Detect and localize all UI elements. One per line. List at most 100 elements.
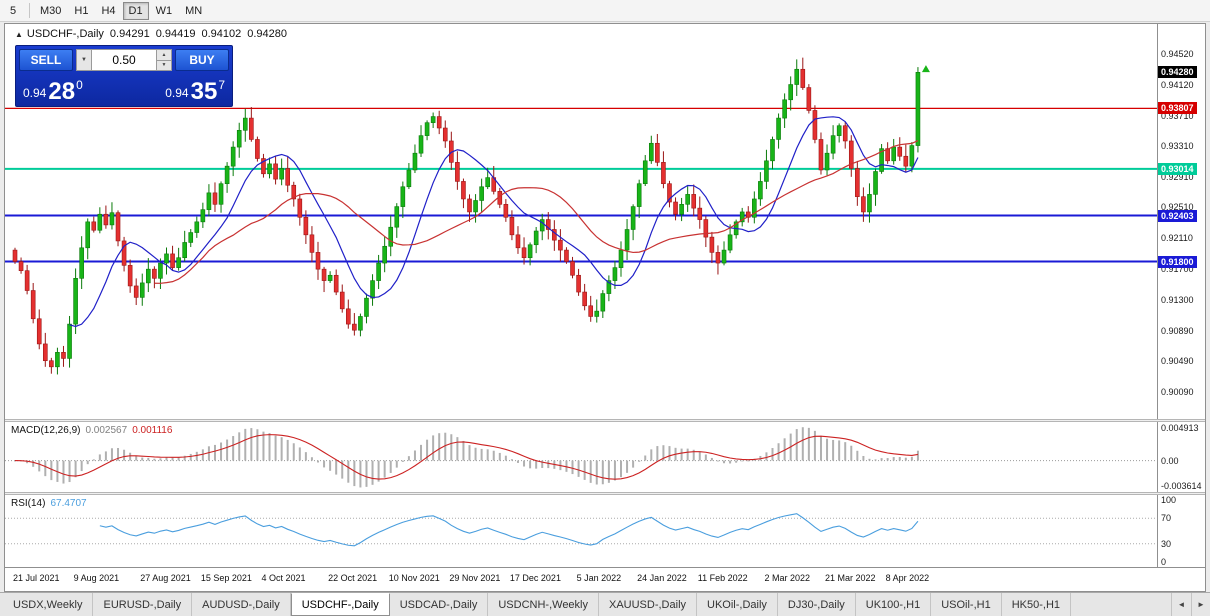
price-axis[interactable]: 0.94520 0.94120 0.93710 0.93310 0.92910 0.925… [1157,24,1205,419]
pane-splitter[interactable] [5,492,1205,495]
chart-tab-xauusd-daily[interactable]: XAUUSD-,Daily [599,593,698,616]
volume-input[interactable]: 0.50 [91,49,157,71]
time-axis-label: 22 Oct 2021 [328,573,378,583]
macd-histogram-bar [529,460,532,469]
bid-price-big: 28 [48,78,76,105]
macd-histogram-bar [298,447,301,461]
macd-histogram-bar [213,444,216,461]
chart-tab-dj30-daily[interactable]: DJ30-,Daily [777,593,856,616]
candle [509,216,515,236]
macd-histogram-bar [26,460,29,464]
time-axis[interactable]: 21 Jul 2021 9 Aug 2021 27 Aug 2021 15 Sep 2… [5,567,1205,591]
timeframe-button-w1[interactable]: W1 [155,4,173,17]
candle [418,135,424,154]
tab-scroll-left-button[interactable]: ◄ [1172,593,1191,616]
pane-splitter[interactable] [5,419,1205,422]
timeframe-button-h4[interactable]: H4 [101,4,116,17]
candle [394,206,400,228]
timeframe-button-d1[interactable]: D1 [122,1,149,20]
candle [61,352,66,359]
time-axis-label: 17 Dec 2021 [509,573,561,583]
macd-histogram-bar [153,458,156,461]
price-badge: 0.92403 [1158,209,1197,222]
macd-histogram-bar [183,455,186,461]
candle [539,219,545,232]
chart-tabs: USDX,Weekly EURUSD-,Daily AUDUSD-,Daily USD… [0,593,1171,616]
tab-scroll-buttons: ◄ ► [1171,593,1210,616]
macd-histogram-bar [353,460,356,487]
macd-histogram-bar [292,443,295,461]
chart-tab-usdx-weekly[interactable]: USDX,Weekly [3,593,94,616]
timeframe-toolbar: 5 M30 H1 H4 D1 W1 MN [0,0,1210,22]
candle [782,99,787,119]
chart-symbol-period: USDCHF-,Daily [26,28,104,40]
macd-histogram-bar [395,460,398,468]
volume-control: ▼ 0.50 ▲ ▼ [76,49,172,71]
candlestick-plot[interactable] [5,24,1157,419]
candle [794,68,800,85]
candle [576,274,581,293]
macd-histogram-bar [710,457,713,461]
chart-tab-usdchf-daily[interactable]: USDCHF-,Daily [290,593,390,616]
candle [521,247,527,259]
candle [624,229,630,251]
macd-plot[interactable] [5,422,1157,492]
candle [836,125,842,136]
chart-tab-uk100-h1[interactable]: UK100-,H1 [855,593,932,616]
candle [861,196,866,213]
macd-histogram-bar [541,460,544,468]
macd-histogram-bar [571,460,574,475]
candle [442,127,448,142]
candle [218,183,224,205]
candle [170,253,175,268]
chart-tab-usoil-h1[interactable]: USOil-,H1 [931,593,1002,616]
chart-tab-audusd-daily[interactable]: AUDUSD-,Daily [192,593,291,616]
macd-histogram-bar [813,430,816,461]
sell-button[interactable]: SELL [19,49,73,71]
chart-tab-usdcnh-weekly[interactable]: USDCNH-,Weekly [488,593,599,616]
macd-histogram-bar [832,439,835,461]
candle [121,240,127,266]
candle [727,234,733,251]
macd-histogram-bar [110,448,113,461]
macd-histogram-bar [226,439,229,461]
time-axis-label: 21 Mar 2022 [825,573,876,583]
macd-histogram-bar [462,440,465,461]
rsi-plot[interactable] [5,495,1157,567]
candle [739,211,745,223]
price-badge: 0.93807 [1158,102,1197,115]
volume-decrease-button[interactable]: ▼ [157,59,172,71]
buy-button[interactable]: BUY [175,49,229,71]
rsi-label: RSI(14) 67.4707 [11,498,92,509]
macd-histogram-bar [844,442,847,461]
chart-tab-ukoil-daily[interactable]: UKOil-,Daily [697,593,778,616]
price-badge: 0.94280 [1158,66,1197,79]
candle [855,168,860,197]
price-tick-label: 0.90090 [1161,387,1194,397]
candle [824,152,830,171]
macd-histogram-bar [468,445,471,461]
timeframe-button-h1[interactable]: H1 [74,4,89,17]
chart-tab-eurusd-daily[interactable]: EURUSD-,Daily [93,593,193,616]
candle [85,221,91,249]
candle [879,148,884,172]
volume-increase-button[interactable]: ▲ [157,49,172,60]
tab-scroll-right-button[interactable]: ► [1191,593,1210,616]
macd-histogram-bar [880,458,883,461]
candle [867,194,872,213]
one-click-toggle-icon[interactable]: ▲ [15,29,23,39]
candle [18,261,24,271]
volume-dropdown-button[interactable]: ▼ [76,49,91,71]
timeframe-button-5[interactable]: 5 [9,4,17,17]
timeframe-button-mn[interactable]: MN [185,4,203,17]
candle [333,274,339,293]
timeframe-button-m30[interactable]: M30 [40,4,62,17]
rsi-axis-label: 0 [1161,557,1167,567]
chart-tab-hk50-h1[interactable]: HK50-,H1 [1001,593,1072,616]
candle [321,268,327,281]
candle [564,249,569,262]
rsi-value: 67.4707 [50,498,87,509]
chart-tab-usdcad-daily[interactable]: USDCAD-,Daily [389,593,489,616]
macd-signal-value: 0.001116 [132,425,173,436]
candle [261,158,266,175]
